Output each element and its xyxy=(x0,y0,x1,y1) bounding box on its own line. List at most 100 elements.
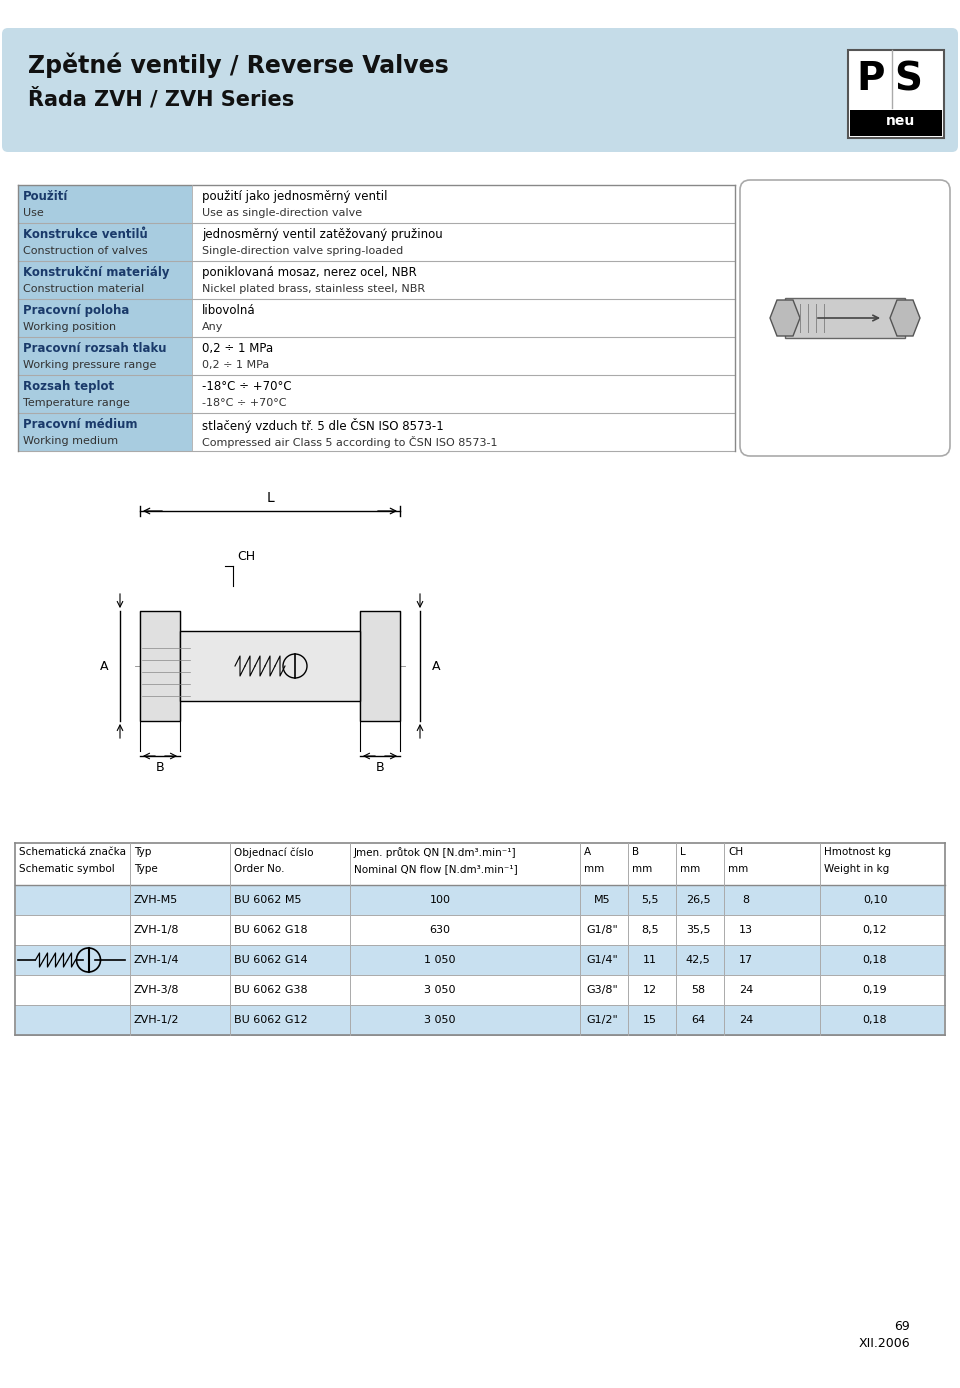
Bar xyxy=(18,298,192,337)
Text: A: A xyxy=(584,847,591,856)
Text: 42,5: 42,5 xyxy=(685,955,710,965)
Text: Pracovní poloha: Pracovní poloha xyxy=(23,304,130,316)
Text: Nickel plated brass, stainless steel, NBR: Nickel plated brass, stainless steel, NB… xyxy=(202,285,425,294)
Text: použití jako jednosměrný ventil: použití jako jednosměrný ventil xyxy=(202,190,388,203)
Bar xyxy=(16,1005,944,1035)
Text: 0,10: 0,10 xyxy=(863,895,887,905)
Text: P: P xyxy=(856,60,884,99)
Text: ZVH-3/8: ZVH-3/8 xyxy=(134,985,180,995)
Text: G1/2": G1/2" xyxy=(587,1015,618,1024)
Text: Type: Type xyxy=(134,863,157,874)
Text: G1/8": G1/8" xyxy=(587,924,618,936)
Bar xyxy=(18,337,192,375)
Text: L: L xyxy=(680,847,685,856)
Text: mm: mm xyxy=(632,863,652,874)
Bar xyxy=(18,261,192,298)
Text: Working position: Working position xyxy=(23,322,116,332)
Text: stlačený vzduch tř. 5 dle ČSN ISO 8573-1: stlačený vzduch tř. 5 dle ČSN ISO 8573-1 xyxy=(202,418,444,433)
Bar xyxy=(785,298,905,339)
Text: Konstrukce ventilů: Konstrukce ventilů xyxy=(23,228,148,242)
Text: Řada ZVH / ZVH Series: Řada ZVH / ZVH Series xyxy=(28,87,295,110)
Text: jednosměrný ventil zatěžovaný pružinou: jednosměrný ventil zatěžovaný pružinou xyxy=(202,228,443,242)
Bar xyxy=(850,51,942,108)
Text: 12: 12 xyxy=(643,985,657,995)
Text: CH: CH xyxy=(728,847,743,856)
Text: 11: 11 xyxy=(643,955,657,965)
Bar xyxy=(180,632,360,701)
Text: G3/8": G3/8" xyxy=(587,985,618,995)
Text: B: B xyxy=(156,761,164,775)
Text: G1/4": G1/4" xyxy=(587,955,618,965)
Text: 0,2 ÷ 1 MPa: 0,2 ÷ 1 MPa xyxy=(202,359,269,371)
Text: BU 6062 G18: BU 6062 G18 xyxy=(234,924,307,936)
Text: Schematic symbol: Schematic symbol xyxy=(19,863,115,874)
Text: Any: Any xyxy=(202,322,224,332)
Text: Použití: Použití xyxy=(23,190,68,203)
Text: mm: mm xyxy=(584,863,604,874)
Text: 64: 64 xyxy=(691,1015,705,1024)
Text: 1 050: 1 050 xyxy=(424,955,456,965)
Bar xyxy=(360,611,400,720)
Bar xyxy=(18,223,192,261)
Text: mm: mm xyxy=(728,863,748,874)
Text: Use: Use xyxy=(23,208,44,218)
Text: mm: mm xyxy=(680,863,700,874)
Bar xyxy=(140,611,180,720)
Text: Typ: Typ xyxy=(134,847,152,856)
Text: 13: 13 xyxy=(739,924,753,936)
Bar xyxy=(18,185,192,223)
Text: Hmotnost kg: Hmotnost kg xyxy=(824,847,891,856)
Text: BU 6062 G14: BU 6062 G14 xyxy=(234,955,307,965)
Text: 58: 58 xyxy=(691,985,705,995)
Text: L: L xyxy=(266,491,274,505)
Text: Working medium: Working medium xyxy=(23,436,118,446)
Text: M5: M5 xyxy=(593,895,611,905)
Text: poniklovaná mosaz, nerez ocel, NBR: poniklovaná mosaz, nerez ocel, NBR xyxy=(202,266,417,279)
Text: 8,5: 8,5 xyxy=(641,924,659,936)
Text: 26,5: 26,5 xyxy=(685,895,710,905)
Text: 35,5: 35,5 xyxy=(685,924,710,936)
Text: ZVH-1/8: ZVH-1/8 xyxy=(134,924,180,936)
Text: Rozsah teplot: Rozsah teplot xyxy=(23,380,114,393)
Text: B: B xyxy=(632,847,639,856)
Text: Jmen. průtok QN [N.dm³.min⁻¹]: Jmen. průtok QN [N.dm³.min⁻¹] xyxy=(354,847,516,858)
Text: BU 6062 G38: BU 6062 G38 xyxy=(234,985,307,995)
Bar xyxy=(850,110,942,136)
Text: A: A xyxy=(100,659,108,673)
Text: CH: CH xyxy=(237,550,255,564)
Polygon shape xyxy=(770,300,800,336)
Text: 24: 24 xyxy=(739,985,754,995)
Text: neu: neu xyxy=(886,114,915,128)
Text: 8: 8 xyxy=(742,895,750,905)
Text: BU 6062 M5: BU 6062 M5 xyxy=(234,895,301,905)
Text: Compressed air Class 5 according to ČSN ISO 8573-1: Compressed air Class 5 according to ČSN … xyxy=(202,436,497,448)
Text: 69: 69 xyxy=(895,1320,910,1332)
Text: 17: 17 xyxy=(739,955,753,965)
Text: ZVH-1/4: ZVH-1/4 xyxy=(134,955,180,965)
Text: 15: 15 xyxy=(643,1015,657,1024)
Text: Nominal QN flow [N.dm³.min⁻¹]: Nominal QN flow [N.dm³.min⁻¹] xyxy=(354,863,517,874)
Text: Objednací číslo: Objednací číslo xyxy=(234,847,314,858)
Text: Weight in kg: Weight in kg xyxy=(824,863,889,874)
Text: -18°C ÷ +70°C: -18°C ÷ +70°C xyxy=(202,398,286,408)
Text: 3 050: 3 050 xyxy=(424,1015,456,1024)
Text: 0,12: 0,12 xyxy=(863,924,887,936)
FancyBboxPatch shape xyxy=(2,28,958,153)
Text: B: B xyxy=(375,761,384,775)
Text: 0,18: 0,18 xyxy=(863,1015,887,1024)
Text: Use as single-direction valve: Use as single-direction valve xyxy=(202,208,362,218)
Text: 0,18: 0,18 xyxy=(863,955,887,965)
Text: Construction of valves: Construction of valves xyxy=(23,246,148,255)
Polygon shape xyxy=(890,300,920,336)
Text: ZVH-M5: ZVH-M5 xyxy=(134,895,179,905)
Text: Pracovní rozsah tlaku: Pracovní rozsah tlaku xyxy=(23,341,166,355)
Text: Konstrukční materiály: Konstrukční materiály xyxy=(23,266,170,279)
Text: Pracovní médium: Pracovní médium xyxy=(23,418,137,432)
Text: S: S xyxy=(894,60,922,99)
Text: Working pressure range: Working pressure range xyxy=(23,359,156,371)
Bar xyxy=(18,375,192,414)
Text: ZVH-1/2: ZVH-1/2 xyxy=(134,1015,180,1024)
Text: A: A xyxy=(432,659,441,673)
Text: 0,19: 0,19 xyxy=(863,985,887,995)
Text: 100: 100 xyxy=(429,895,450,905)
